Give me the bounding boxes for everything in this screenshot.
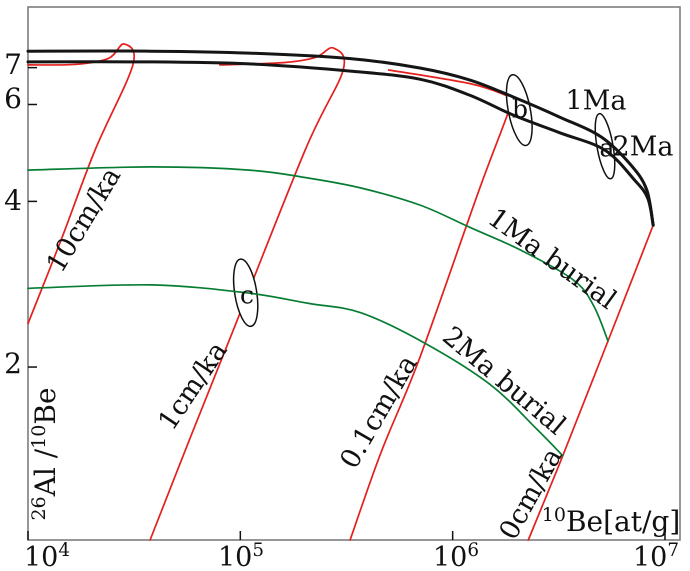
x-axis-label-be: Be[at/g] — [565, 505, 681, 539]
y-axis-label: 26Al /10Be — [27, 387, 63, 521]
exposure-curves — [26, 49, 655, 227]
y-tick-6: 6 — [4, 82, 22, 115]
x-tick-1e4-exp: 4 — [58, 540, 71, 561]
erosion-0cm-ka-curve — [527, 224, 655, 541]
y-axis-label-al: Al / — [29, 448, 63, 497]
error-ellipses — [232, 73, 616, 328]
y-tick-7: 7 — [4, 48, 22, 81]
x-axis-label-sup-10: 10 — [541, 503, 566, 526]
label-point-b: b — [511, 94, 529, 124]
erosion-lines — [27, 43, 655, 541]
x-tick-1e5-exp: 5 — [252, 540, 265, 561]
erosion-0.1cm-ka-curve — [349, 69, 515, 541]
x-tick-1e4: 104 — [23, 540, 71, 571]
erosion-10cm-ka-curve — [27, 43, 135, 325]
x-tick-1e6: 106 — [432, 540, 480, 571]
label-exposure-2ma: 2Ma — [612, 131, 674, 163]
x-tick-1e5: 105 — [217, 540, 265, 571]
y-axis-label-sup-26: 26 — [27, 496, 50, 521]
label-exposure-1ma: 1Ma — [565, 85, 627, 117]
y-tick-2: 2 — [4, 347, 22, 380]
label-point-a: a — [599, 133, 615, 163]
label-point-c: c — [239, 280, 255, 310]
x-tick-1e4-base: 10 — [23, 542, 59, 571]
x-axis-label: 10Be[at/g] — [541, 503, 681, 539]
x-tick-1e7-base: 10 — [632, 542, 668, 571]
exposure-2ma-curve — [26, 60, 655, 227]
y-tick-4: 4 — [4, 184, 22, 217]
erosion-1cm-ka-curve — [149, 46, 346, 541]
x-tick-1e7: 107 — [632, 540, 680, 571]
x-tick-1e7-exp: 7 — [667, 540, 680, 561]
burial-2ma-curve — [27, 283, 564, 457]
x-tick-1e6-base: 10 — [432, 542, 468, 571]
x-tick-1e6-exp: 6 — [467, 540, 480, 561]
exposure-1ma-curve — [26, 49, 655, 227]
plot-frame — [27, 6, 681, 541]
y-axis-label-sup-10: 10 — [27, 424, 50, 449]
y-axis-label-be: Be — [29, 387, 63, 425]
burial-1ma-curve — [27, 166, 609, 342]
burial-isochrons — [27, 166, 609, 457]
x-tick-1e5-base: 10 — [217, 542, 253, 571]
